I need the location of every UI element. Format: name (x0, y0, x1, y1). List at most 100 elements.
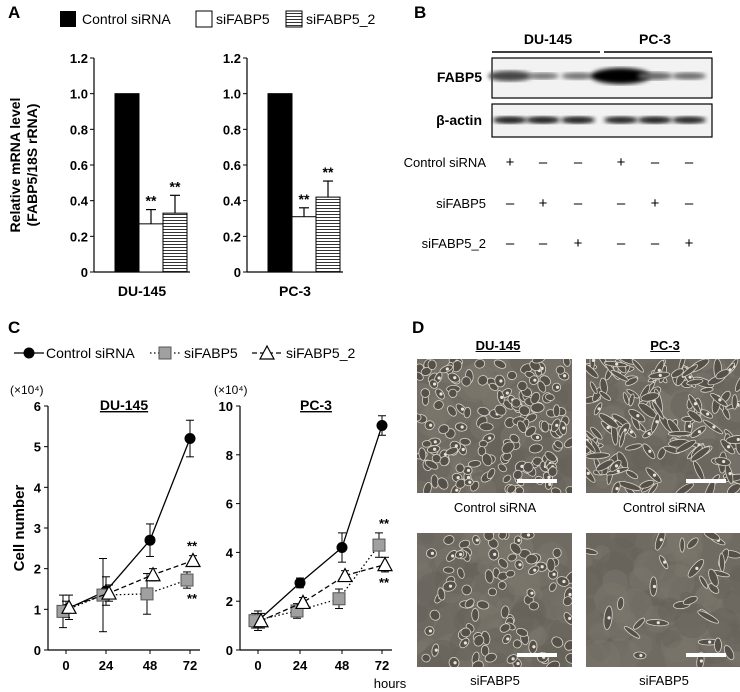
cell (448, 388, 458, 398)
wb-mark: + (574, 235, 583, 252)
y-tick-label: 6 (34, 399, 41, 414)
significance-label: ** (187, 539, 198, 554)
cell-highlight (706, 412, 710, 416)
cell-highlight (699, 659, 703, 663)
cell (467, 460, 482, 468)
cell-highlight (454, 444, 458, 448)
cell (421, 440, 432, 448)
cell-highlight (563, 374, 567, 378)
legend-label-control: Control siRNA (82, 11, 171, 27)
cell (461, 584, 472, 596)
micrograph-texture (516, 572, 542, 598)
cell (479, 422, 494, 432)
scale-bar-pc3-sifabp5 (686, 653, 726, 657)
cell (437, 587, 446, 601)
micrograph-texture (586, 639, 621, 667)
cell-highlight (718, 398, 722, 402)
cell-highlight (460, 425, 464, 429)
chart-title: PC-3 (279, 283, 311, 299)
cell (625, 469, 639, 480)
data-point (332, 592, 346, 606)
x-tick-label: 0 (254, 658, 261, 673)
cell-highlight (688, 375, 692, 379)
series-line (254, 544, 380, 622)
significance-label: ** (379, 575, 390, 590)
micrograph-texture (586, 533, 610, 550)
micrograph-texture (664, 640, 699, 667)
micrograph-pc3-control (586, 359, 740, 493)
micrograph-texture (586, 555, 593, 568)
cell-highlight (656, 621, 660, 625)
bar-chart-du145: 0 0.2 0.4 0.6 0.8 1.0 1.2 ** ** DU-145 Relative mR… (7, 51, 190, 299)
cell-highlight (433, 382, 437, 386)
panel-label-a: A (8, 3, 20, 22)
cell-highlight (548, 482, 552, 486)
x-tick-label: 24 (99, 658, 114, 673)
cell (509, 542, 522, 555)
cell (690, 446, 711, 462)
micrograph-texture (454, 364, 493, 403)
cell-highlight (728, 472, 732, 476)
wb-mark: – (539, 154, 548, 171)
legend-marker-control (23, 347, 35, 359)
cell (639, 479, 655, 489)
cell (554, 440, 564, 449)
cell (714, 637, 722, 653)
cell-highlight (460, 407, 465, 411)
cell-highlight (562, 579, 566, 584)
wb-band-actin (604, 116, 638, 124)
cell-highlight (448, 584, 453, 588)
y-tick-label: 1.0 (223, 87, 241, 102)
wb-row-label: siFABP5 (436, 196, 486, 211)
y-tick-label: 4 (226, 545, 234, 560)
y-tick-label: 5 (34, 440, 41, 455)
cell-highlight (568, 592, 572, 597)
cell (420, 367, 432, 376)
cell-highlight (439, 392, 443, 396)
cell (589, 381, 598, 395)
cell-highlight (629, 430, 633, 434)
cell (417, 413, 422, 422)
wb-mark: – (506, 195, 515, 212)
significance-label: ** (299, 191, 310, 207)
cell-highlight (547, 475, 551, 480)
cell-highlight (555, 385, 560, 389)
cell (700, 387, 714, 393)
cell-highlight (445, 367, 449, 371)
data-point (140, 587, 154, 601)
cell (545, 393, 555, 401)
cell-highlight (695, 566, 699, 570)
cell (552, 404, 561, 418)
cell (459, 437, 471, 446)
micrograph-texture (615, 533, 637, 549)
wb-mark: – (574, 154, 583, 171)
micrograph-texture (589, 623, 610, 644)
cell (484, 652, 497, 663)
cell (417, 371, 424, 381)
cell (457, 567, 465, 579)
y-axis-label-line: (FABP5/18S rRNA) (24, 104, 40, 227)
cell-highlight (614, 464, 619, 468)
y-axis-label: Relative mRNA level(FABP5/18S rRNA) (7, 98, 40, 233)
cell (540, 420, 550, 433)
cell (463, 406, 472, 419)
cell-highlight (659, 538, 663, 542)
cell (517, 420, 527, 433)
cell-highlight (568, 616, 572, 621)
cell-highlight (722, 459, 726, 464)
cell-highlight (648, 449, 652, 453)
y-tick-label: 0 (34, 643, 41, 658)
micrograph-du145-sifabp5 (417, 533, 572, 667)
x-tick-label: 48 (143, 658, 157, 673)
cell (651, 400, 665, 420)
micrograph-texture (629, 566, 654, 592)
cell (598, 413, 619, 429)
cell-highlight (586, 471, 590, 475)
micro-label-pc3-sifabp5: siFABP5 (639, 673, 689, 688)
cell (562, 359, 571, 367)
data-point (180, 573, 194, 587)
cell (478, 440, 488, 448)
micrograph-pc3-sifabp5 (586, 533, 740, 667)
cell (548, 582, 557, 592)
